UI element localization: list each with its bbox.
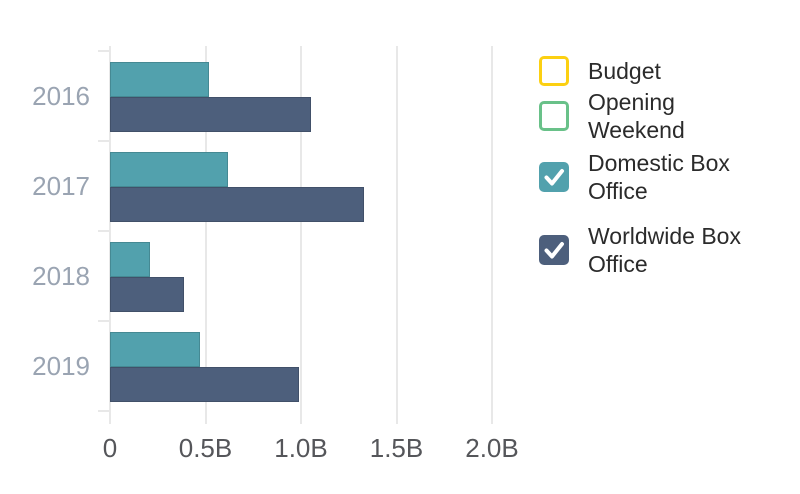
- legend-item-opening-weekend[interactable]: Opening Weekend: [539, 89, 776, 143]
- y-axis-label-2018: 2018: [32, 261, 90, 291]
- gridline: [395, 46, 398, 424]
- bar-worldwide-box-office-2018: [110, 277, 184, 312]
- legend-label: Budget: [588, 58, 661, 84]
- y-axis-line: [109, 46, 111, 424]
- legend-item-budget[interactable]: Budget: [539, 56, 661, 86]
- x-axis-tick-label: 0: [102, 433, 118, 463]
- legend-label: Domestic Box Office: [588, 150, 730, 204]
- y-axis-label-2017: 2017: [32, 171, 90, 201]
- bar-worldwide-box-office-2016: [110, 97, 311, 132]
- checked-checkbox-domestic-box-office[interactable]: [539, 162, 569, 192]
- checked-checkbox-worldwide-box-office[interactable]: [539, 235, 569, 265]
- bar-domestic-box-office-2016: [110, 62, 209, 97]
- bar-worldwide-box-office-2019: [110, 367, 299, 402]
- y-axis-label-2016: 2016: [32, 81, 90, 111]
- gridline: [491, 46, 493, 424]
- bar-domestic-box-office-2017: [110, 152, 228, 187]
- gridline: [300, 46, 302, 424]
- unchecked-checkbox-budget[interactable]: [539, 56, 569, 86]
- x-axis-tick-label: 0.5B: [178, 433, 233, 463]
- legend-label: Worldwide Box Office: [588, 223, 741, 277]
- y-axis-tick: [98, 410, 110, 412]
- x-axis-tick-label: 1.5B: [369, 433, 424, 463]
- x-axis-tick-label: 1.0B: [274, 433, 328, 463]
- checkmark-icon: [544, 242, 564, 259]
- unchecked-checkbox-opening-weekend[interactable]: [539, 101, 569, 131]
- checkmark-icon: [544, 169, 564, 186]
- y-axis-label-2019: 2019: [32, 351, 90, 381]
- y-axis-tick: [98, 140, 110, 142]
- bar-domestic-box-office-2019: [110, 332, 200, 367]
- x-axis-tick-label: 2.0B: [465, 433, 519, 463]
- legend-item-worldwide-box-office[interactable]: Worldwide Box Office: [539, 223, 776, 277]
- y-axis-tick: [98, 50, 110, 52]
- bar-domestic-box-office-2018: [110, 242, 150, 277]
- y-axis-tick: [98, 230, 110, 232]
- bar-worldwide-box-office-2017: [110, 187, 364, 222]
- y-axis-tick: [98, 320, 110, 322]
- gridline: [204, 46, 207, 424]
- legend-item-domestic-box-office[interactable]: Domestic Box Office: [539, 150, 776, 204]
- legend-label: Opening Weekend: [588, 89, 685, 143]
